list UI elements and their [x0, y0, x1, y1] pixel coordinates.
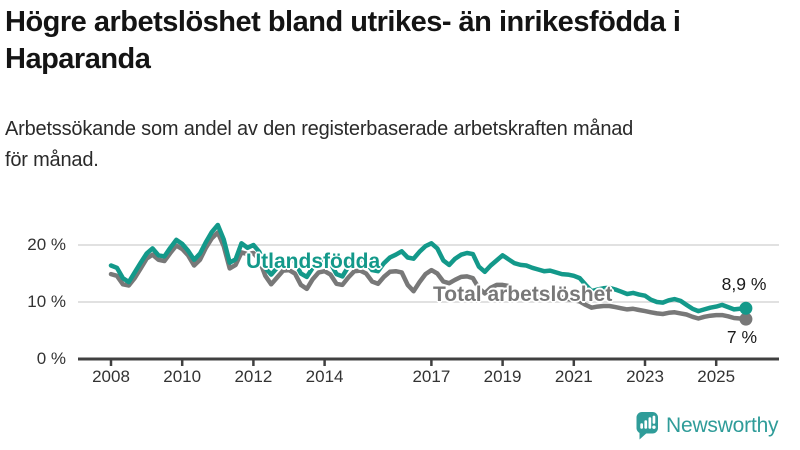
series-line	[108, 222, 749, 314]
x-tick-label: 2017	[412, 367, 451, 386]
exclamation-icon	[652, 415, 656, 424]
x-tick-label: 2021	[554, 367, 593, 386]
page-title: Högre arbetslöshet bland utrikes- än inr…	[5, 4, 796, 78]
end-value-label-total: 7 %	[726, 327, 758, 347]
y-tick-label: 10 %	[27, 292, 66, 311]
bar-chart-bar-small	[640, 423, 643, 429]
y-tick-label: 20 %	[27, 235, 66, 254]
end-value-label-utlandsfodda: 8,9 %	[721, 274, 767, 294]
chart-subtitle-line2: för månad.	[5, 149, 99, 171]
x-tick-label: 2012	[234, 367, 273, 386]
newsworthy-logo[interactable]: Newsworthy	[636, 411, 779, 441]
chart-subtitle-line1: Arbetssökande som andel av den registerb…	[5, 118, 634, 140]
series-label-total-arbetsloshet: Total arbetslöshet	[433, 283, 613, 306]
x-tick-label: 2019	[483, 367, 522, 386]
series-line	[108, 230, 749, 322]
header: Högre arbetslöshet bland utrikes- än inr…	[5, 4, 796, 78]
x-tick-label: 2023	[626, 367, 664, 386]
x-tick-label: 2008	[92, 367, 130, 386]
x-tick-label: 2010	[163, 367, 202, 386]
page-title-line2: Haparanda	[5, 43, 151, 75]
chart-subtitle: Arbetssökande som andel av den registerb…	[5, 114, 633, 176]
series-end-dot	[739, 312, 753, 326]
y-tick-label: 0 %	[36, 349, 66, 368]
x-tick-label: 2014	[305, 367, 344, 386]
series-end-dot	[739, 301, 753, 315]
x-tick-label: 2025	[697, 367, 736, 386]
bar-chart-bar-tall	[648, 417, 652, 429]
bar-chart-bar-medium	[644, 420, 648, 429]
newsworthy-wordmark: Newsworthy	[666, 414, 779, 437]
series-label-utlandsfodda: Utlandsfödda	[246, 250, 381, 273]
newsworthy-logo-icon	[636, 412, 658, 440]
page-title-line1: Högre arbetslöshet bland utrikes- än inr…	[5, 6, 681, 38]
